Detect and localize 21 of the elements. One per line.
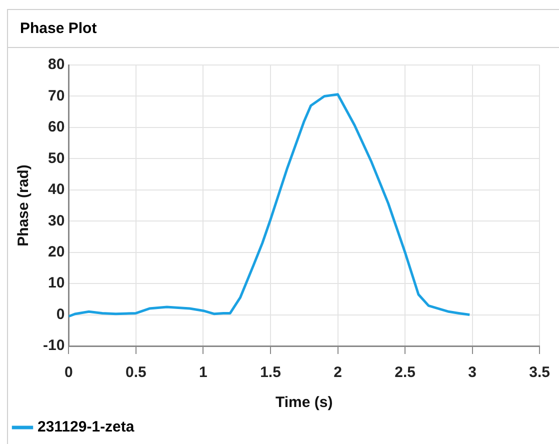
y-tick-label: 50	[48, 150, 65, 167]
x-axis-title: Time (s)	[276, 394, 333, 412]
chart-title: Phase Plot	[8, 10, 559, 48]
x-tick-label: 2	[334, 364, 342, 382]
y-tick-label: 20	[48, 243, 65, 260]
x-tick-label: 1.5	[260, 364, 281, 382]
x-tick-label: 1	[199, 364, 208, 382]
y-tick-label: 40	[48, 181, 65, 198]
y-tick-label: -10	[42, 337, 65, 354]
y-tick-label: 70	[48, 87, 65, 104]
y-tick-label: 0	[56, 306, 65, 323]
y-tick-label: 80	[48, 56, 65, 74]
x-tick-label: 2.5	[394, 364, 416, 382]
x-tick-label: 0.5	[126, 364, 146, 382]
x-tick-label: 3	[468, 364, 476, 382]
y-tick-label: 10	[48, 274, 65, 292]
y-tick-label: 60	[48, 118, 65, 136]
y-axis-title: Phase (rad)	[15, 164, 32, 246]
legend-label: 231129-1-zeta	[38, 418, 135, 436]
y-tick-label: 30	[48, 212, 65, 230]
x-tick-label: 3.5	[529, 364, 550, 382]
